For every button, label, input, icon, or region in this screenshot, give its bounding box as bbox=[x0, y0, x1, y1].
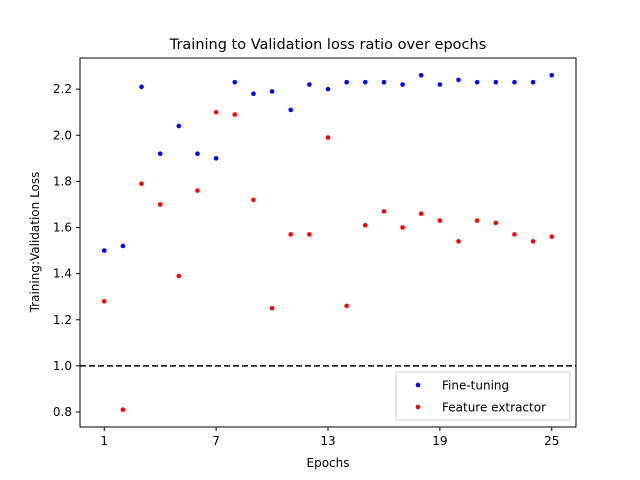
point-feature-extractor bbox=[176, 273, 182, 279]
point-fine-tuning bbox=[456, 77, 461, 83]
point-feature-extractor bbox=[251, 197, 256, 203]
point-fine-tuning bbox=[232, 79, 238, 85]
point-feature-extractor bbox=[195, 188, 200, 193]
point-fine-tuning bbox=[344, 79, 349, 85]
y-tick-label: 0.8 bbox=[53, 405, 72, 419]
y-axis: 0.8 1.0 1.2 1.4 1.6 1.8 2.0 2.2 bbox=[53, 82, 80, 419]
legend-marker-fine-tuning bbox=[415, 382, 421, 388]
point-feature-extractor bbox=[232, 112, 238, 117]
point-feature-extractor bbox=[325, 135, 331, 140]
y-tick-label: 1.6 bbox=[53, 221, 72, 235]
point-fine-tuning bbox=[157, 151, 163, 157]
y-tick-label: 2.2 bbox=[53, 82, 72, 96]
legend-marker-feature-extractor bbox=[415, 404, 421, 410]
point-feature-extractor bbox=[474, 218, 480, 223]
point-fine-tuning bbox=[400, 82, 405, 87]
point-feature-extractor bbox=[418, 211, 424, 216]
point-feature-extractor bbox=[400, 225, 405, 230]
legend-box bbox=[395, 371, 571, 421]
legend-label-fine-tuning: Fine-tuning bbox=[442, 379, 509, 393]
point-fine-tuning bbox=[325, 86, 331, 92]
point-fine-tuning bbox=[269, 89, 275, 94]
point-fine-tuning bbox=[474, 79, 480, 85]
point-feature-extractor bbox=[120, 407, 126, 413]
point-fine-tuning bbox=[549, 72, 555, 78]
point-fine-tuning bbox=[139, 84, 144, 90]
chart-title: Training to Validation loss ratio over e… bbox=[169, 37, 487, 53]
point-fine-tuning bbox=[213, 156, 219, 161]
x-tick-label: 13 bbox=[320, 434, 335, 448]
y-tick-label: 1.2 bbox=[53, 313, 72, 327]
point-feature-extractor bbox=[549, 234, 555, 240]
y-tick-label: 1.8 bbox=[53, 174, 72, 188]
point-feature-extractor bbox=[381, 209, 387, 214]
point-fine-tuning bbox=[381, 79, 387, 85]
legend-label-feature-extractor: Feature extractor bbox=[442, 401, 546, 415]
point-fine-tuning bbox=[418, 72, 424, 78]
x-axis: 1 7 13 19 25 bbox=[100, 427, 559, 448]
point-fine-tuning bbox=[530, 79, 536, 85]
point-feature-extractor bbox=[530, 239, 536, 244]
y-axis-title: Training:Validation Loss bbox=[28, 172, 42, 314]
y-tick-label: 2.0 bbox=[53, 128, 72, 142]
point-fine-tuning bbox=[307, 82, 312, 87]
point-feature-extractor bbox=[456, 239, 461, 244]
point-fine-tuning bbox=[362, 79, 368, 85]
x-axis-title: Epochs bbox=[307, 456, 350, 470]
point-feature-extractor bbox=[101, 299, 107, 304]
point-feature-extractor bbox=[213, 109, 219, 115]
point-fine-tuning bbox=[251, 91, 256, 97]
point-feature-extractor bbox=[307, 232, 312, 237]
x-tick-label: 19 bbox=[432, 434, 447, 448]
legend: Fine-tuning Feature extractor bbox=[395, 371, 571, 421]
y-tick-label: 1.0 bbox=[53, 359, 72, 373]
data-points-layer bbox=[101, 72, 555, 413]
point-fine-tuning bbox=[101, 248, 107, 253]
x-tick-label: 7 bbox=[212, 434, 220, 448]
x-tick-label: 1 bbox=[100, 434, 108, 448]
point-fine-tuning bbox=[512, 79, 517, 85]
point-feature-extractor bbox=[362, 222, 368, 228]
point-fine-tuning bbox=[493, 79, 499, 85]
point-fine-tuning bbox=[437, 82, 443, 87]
point-feature-extractor bbox=[157, 202, 163, 207]
x-tick-label: 25 bbox=[544, 434, 559, 448]
point-feature-extractor bbox=[512, 232, 517, 237]
point-feature-extractor bbox=[344, 303, 349, 309]
point-feature-extractor bbox=[493, 220, 499, 226]
point-feature-extractor bbox=[139, 181, 144, 186]
point-fine-tuning bbox=[176, 123, 182, 129]
point-fine-tuning bbox=[288, 107, 294, 113]
point-feature-extractor bbox=[437, 218, 443, 223]
y-tick-label: 1.4 bbox=[53, 267, 72, 281]
point-feature-extractor bbox=[269, 305, 275, 311]
point-feature-extractor bbox=[288, 232, 294, 237]
point-fine-tuning bbox=[195, 151, 200, 157]
point-fine-tuning bbox=[120, 243, 126, 249]
